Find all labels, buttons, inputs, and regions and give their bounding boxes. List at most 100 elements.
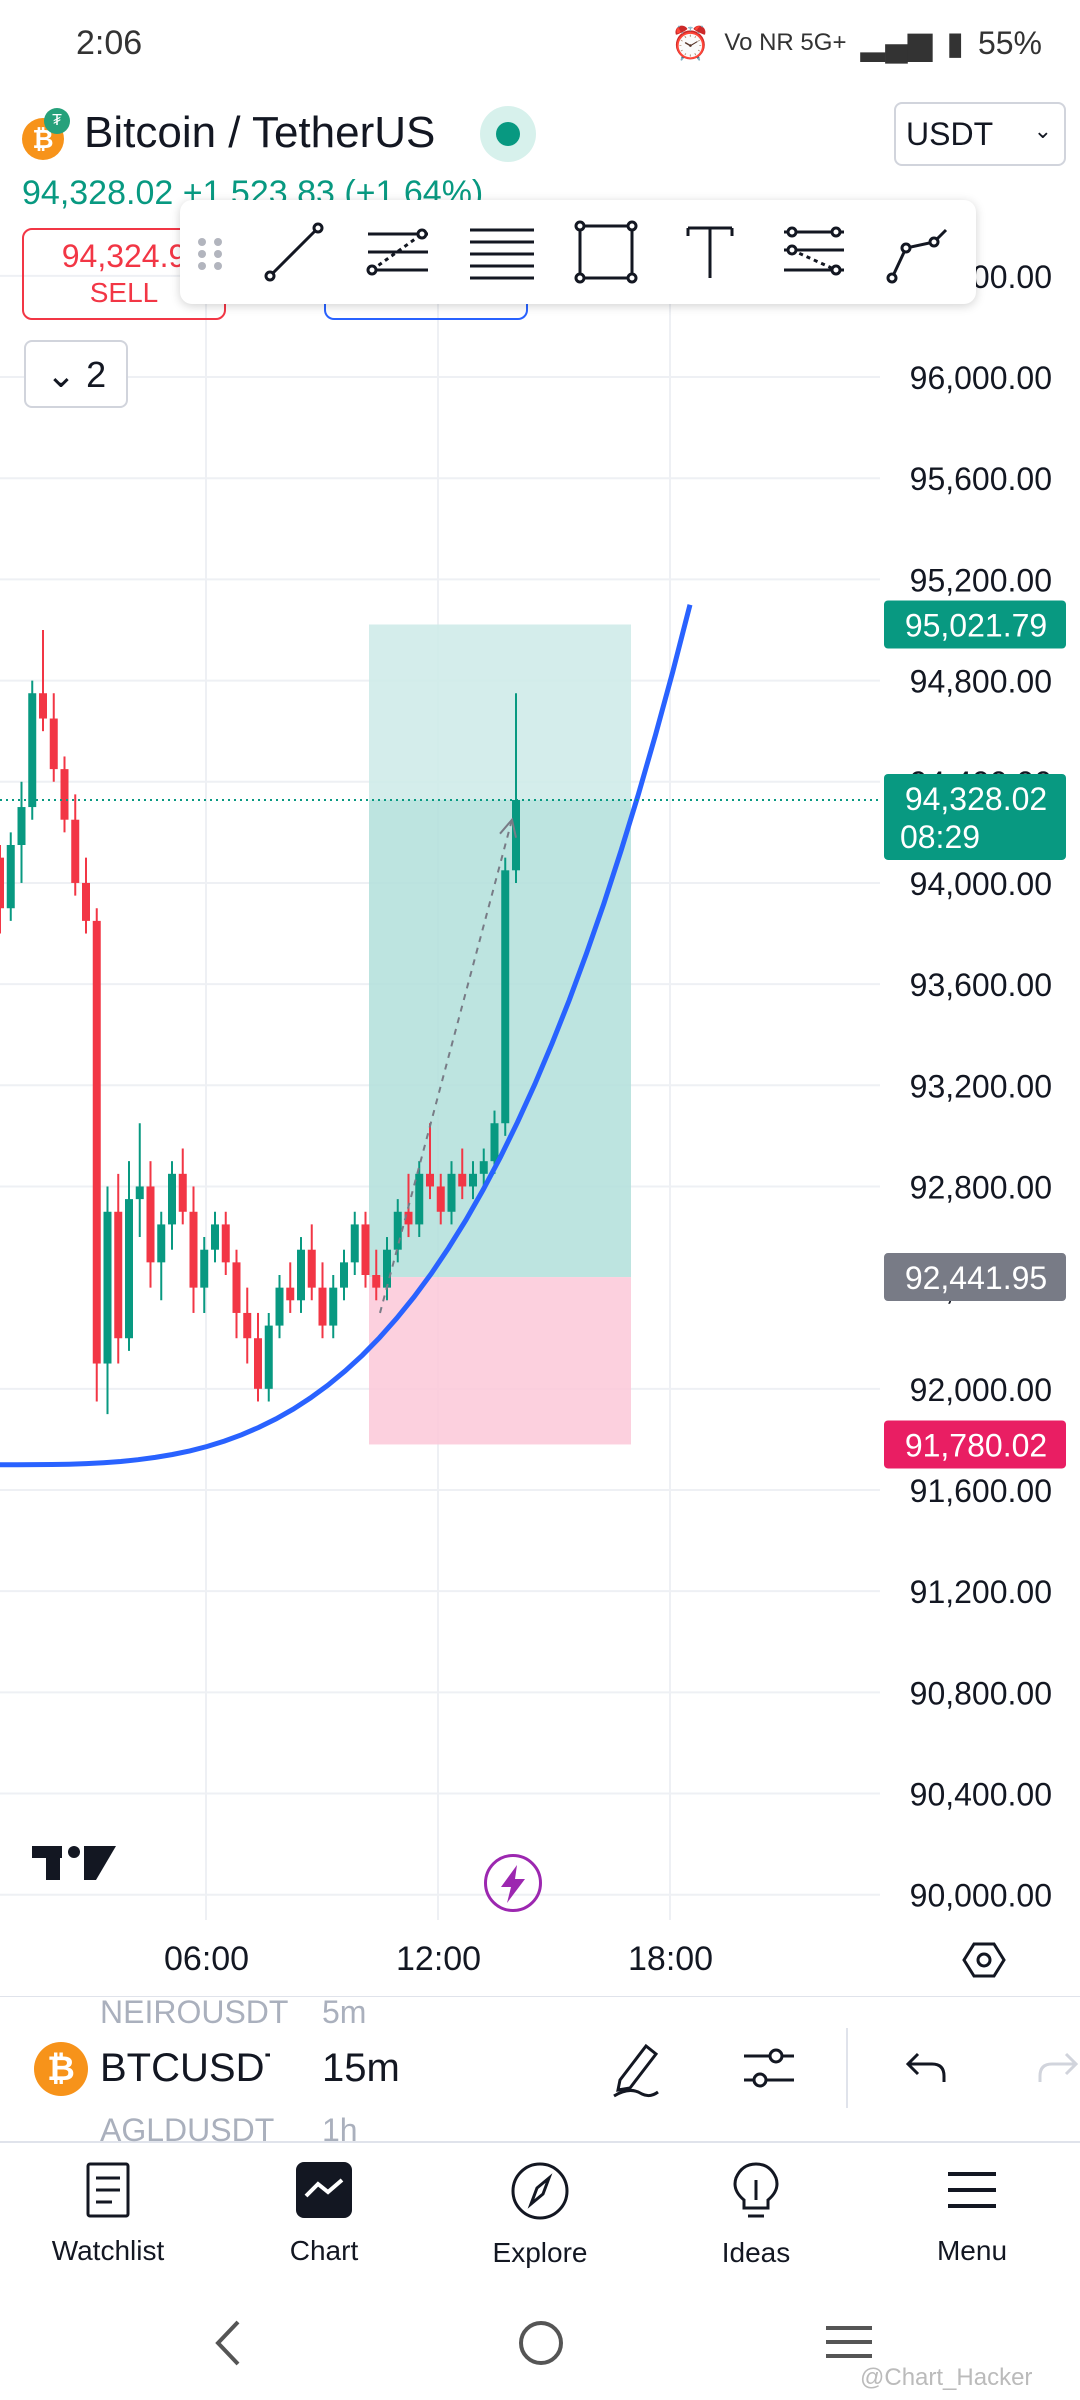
candle-body[interactable] <box>383 1249 391 1288</box>
nav-ideas[interactable]: Ideas <box>676 2160 836 2269</box>
candle-body[interactable] <box>200 1249 209 1288</box>
recents-icon[interactable] <box>824 2322 874 2364</box>
candle-body[interactable] <box>372 1275 381 1288</box>
candle-body[interactable] <box>447 1173 456 1212</box>
candle-body[interactable] <box>146 1186 155 1263</box>
candle-body[interactable] <box>28 693 37 808</box>
indicator-settings-icon[interactable] <box>740 2042 798 2094</box>
tradingview-logo-icon[interactable] <box>30 1840 118 1884</box>
back-icon[interactable] <box>210 2318 246 2368</box>
candle-body[interactable] <box>318 1287 327 1326</box>
price-tag-label: 92,441.95 <box>905 1260 1047 1296</box>
horizontal-lines-icon[interactable] <box>466 216 538 288</box>
network-label: Vo NR 5G+ <box>724 29 847 56</box>
trend-line-icon[interactable] <box>258 216 330 288</box>
price-tag-countdown: 08:29 <box>900 819 980 855</box>
candle-body[interactable] <box>221 1224 230 1263</box>
price-axis-label: 92,000.00 <box>910 1372 1052 1408</box>
candle-body[interactable] <box>243 1312 252 1339</box>
symbol-bar <box>0 1996 1080 2142</box>
indicators-toggle[interactable]: ⌄ 2 <box>24 340 128 408</box>
candle-body[interactable] <box>232 1262 241 1313</box>
candle-body[interactable] <box>264 1325 273 1389</box>
candle-body[interactable] <box>479 1161 488 1174</box>
candle-body[interactable] <box>17 807 26 845</box>
ticker-selector[interactable]: BTCUSDT <box>100 2046 270 2090</box>
candle-body[interactable] <box>469 1173 477 1187</box>
interval-prev[interactable]: 5m <box>322 1994 367 2030</box>
stop-loss-zone[interactable] <box>369 1277 631 1445</box>
candle-body[interactable] <box>426 1173 434 1187</box>
candle-body[interactable] <box>114 1211 123 1339</box>
price-tag <box>884 600 1066 649</box>
candle-body[interactable] <box>361 1224 370 1275</box>
path-tool-icon[interactable] <box>882 216 954 288</box>
currency-select[interactable]: USDT ⌄ <box>894 102 1066 166</box>
candle-body[interactable] <box>0 857 4 909</box>
forecast-arrow[interactable] <box>379 819 513 1314</box>
candle-body[interactable] <box>340 1262 348 1288</box>
drag-handle-icon[interactable] <box>190 216 230 288</box>
chart-settings-icon[interactable] <box>960 1936 1008 1984</box>
price-axis-label: 91,200.00 <box>910 1574 1052 1610</box>
candle-body[interactable] <box>490 1123 499 1162</box>
divider <box>846 2028 848 2108</box>
price-tag <box>884 1253 1066 1302</box>
price-axis-label: 94,800.00 <box>910 664 1052 700</box>
candle-body[interactable] <box>458 1173 467 1187</box>
nav-explore[interactable]: Explore <box>460 2160 620 2269</box>
candle-body[interactable] <box>329 1287 338 1326</box>
candle-body[interactable] <box>168 1173 176 1225</box>
candle-body[interactable] <box>49 718 58 770</box>
text-tool-icon[interactable] <box>674 216 746 288</box>
candle-body[interactable] <box>60 769 69 820</box>
candle-body[interactable] <box>157 1224 166 1263</box>
home-icon[interactable] <box>516 2318 566 2368</box>
candle-body[interactable] <box>393 1211 402 1250</box>
nav-watchlist[interactable]: Watchlist <box>28 2160 188 2267</box>
nav-chart[interactable]: Chart <box>244 2160 404 2267</box>
candle-body[interactable] <box>82 882 90 921</box>
sell-button[interactable]: 94,324.9 SELL <box>22 228 226 320</box>
candle-body[interactable] <box>415 1173 424 1225</box>
candle-body[interactable] <box>71 819 80 883</box>
candle-body[interactable] <box>275 1287 284 1326</box>
price-axis-label: 94,000.00 <box>910 866 1052 902</box>
candle-body[interactable] <box>286 1287 295 1301</box>
pattern-tool-icon[interactable] <box>778 216 850 288</box>
candle-body[interactable] <box>404 1211 413 1225</box>
pencil-draw-icon[interactable] <box>606 2036 666 2100</box>
candle-body[interactable] <box>297 1249 305 1301</box>
candle-body[interactable] <box>39 693 47 719</box>
price-axis-label: 90,000.00 <box>910 1878 1052 1914</box>
candle-body[interactable] <box>436 1186 445 1212</box>
fib-retracement-icon[interactable] <box>362 216 434 288</box>
candle-body[interactable] <box>103 1211 112 1364</box>
candle-body[interactable] <box>307 1249 316 1288</box>
sell-label: SELL <box>89 277 159 308</box>
candle-body[interactable] <box>211 1224 219 1250</box>
interval-selector[interactable]: 15m <box>322 2046 400 2090</box>
undo-icon[interactable] <box>904 2048 948 2088</box>
candle-body[interactable] <box>178 1173 187 1212</box>
flash-icon[interactable] <box>484 1854 542 1912</box>
candle-body[interactable] <box>92 920 101 1364</box>
parabolic-curve[interactable] <box>0 604 693 1468</box>
nav-menu[interactable]: Menu <box>892 2160 1052 2267</box>
lightbulb-icon <box>733 2162 779 2218</box>
currency-value: USDT <box>906 116 994 152</box>
candle-body[interactable] <box>350 1224 359 1263</box>
candle-body[interactable] <box>6 845 15 909</box>
rectangle-icon[interactable] <box>570 216 642 288</box>
ticker-prev[interactable]: NEIROUSDT <box>100 1994 289 2030</box>
candle-body[interactable] <box>501 870 510 1124</box>
candle-body[interactable] <box>254 1338 262 1389</box>
candle-body[interactable] <box>125 1199 133 1339</box>
symbol-title[interactable]: Bitcoin / TetherUS <box>84 108 436 157</box>
candle-body[interactable] <box>189 1211 198 1288</box>
market-status-icon[interactable] <box>480 106 536 162</box>
candle-body[interactable] <box>135 1186 144 1200</box>
bitcoin-icon: ₿ <box>34 2042 88 2096</box>
price-chart[interactable]: 96,400.0096,000.0095,600.0095,200.0094,8… <box>0 200 1080 2000</box>
redo-icon[interactable] <box>1036 2048 1080 2088</box>
